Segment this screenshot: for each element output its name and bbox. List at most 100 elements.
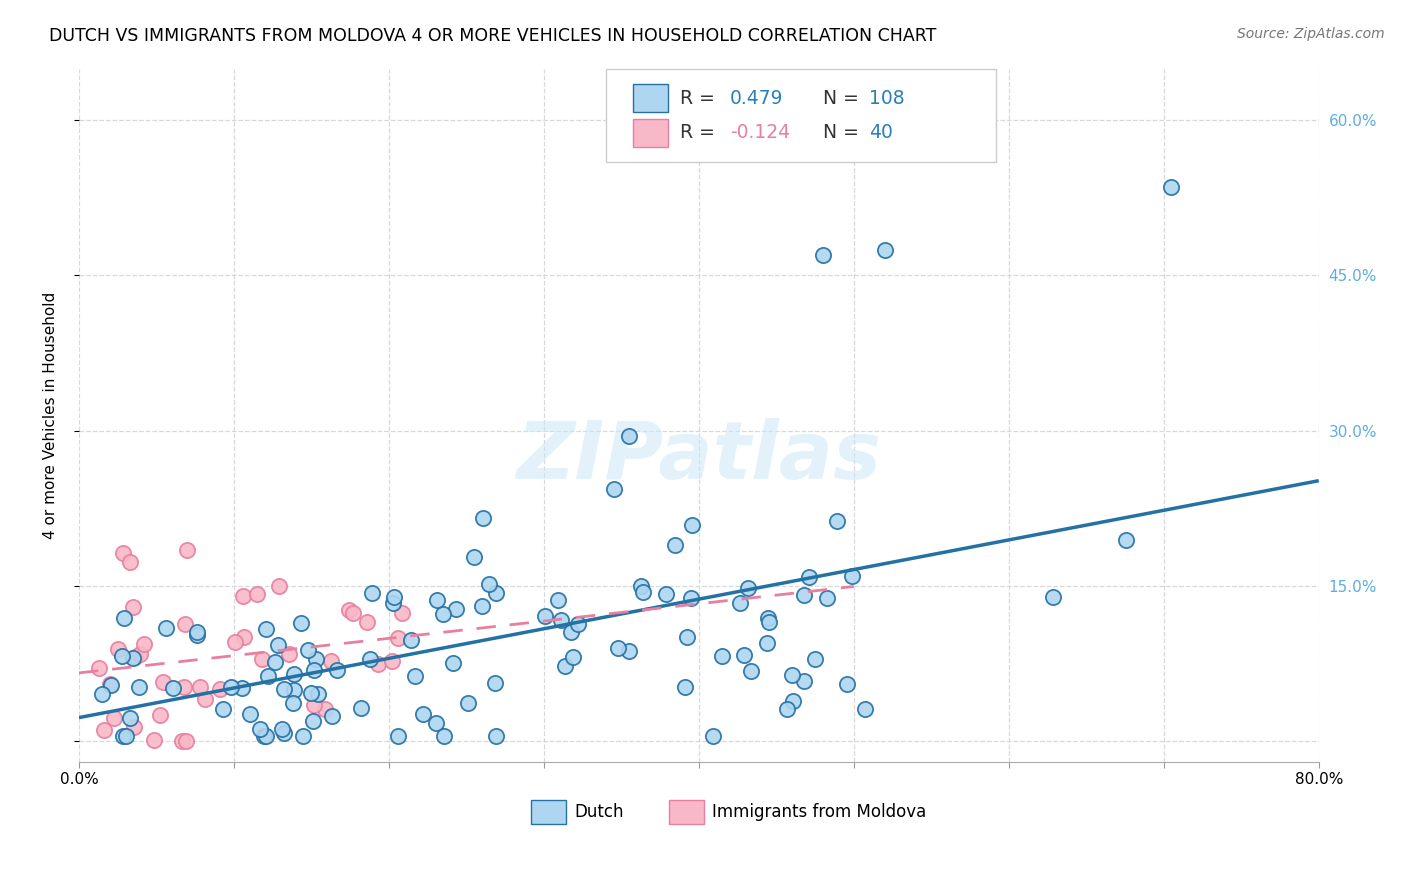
Point [253, 729, 276, 743]
Point [186, 624, 208, 639]
Point [87, 661, 110, 675]
Point [815, 591, 838, 606]
Point [710, 648, 733, 663]
Point [250, 652, 273, 666]
Point [554, 658, 576, 673]
Text: N =: N = [823, 89, 865, 108]
Point [534, 608, 557, 623]
Point [266, 638, 288, 652]
Point [211, 701, 233, 715]
Point [233, 630, 256, 644]
Point [302, 714, 325, 728]
Point [756, 610, 779, 624]
Point [148, 708, 170, 723]
Point [782, 668, 804, 682]
Point [264, 656, 287, 670]
Point [120, 711, 142, 725]
Point [269, 579, 291, 593]
Point [254, 622, 277, 636]
Point [399, 632, 422, 647]
Point [124, 650, 146, 665]
FancyBboxPatch shape [531, 800, 567, 824]
Point [120, 555, 142, 569]
Point [391, 606, 413, 620]
Point [271, 722, 294, 736]
Point [381, 654, 404, 668]
Text: 108: 108 [869, 89, 904, 108]
Point [350, 701, 373, 715]
Point [457, 696, 479, 710]
Point [172, 734, 194, 748]
Point [1160, 180, 1182, 194]
Point [617, 644, 640, 658]
Text: ZIPatlas: ZIPatlas [516, 417, 882, 496]
Point [186, 628, 208, 642]
Point [664, 538, 686, 552]
Point [174, 616, 197, 631]
Point [478, 576, 501, 591]
Point [302, 663, 325, 677]
Point [387, 729, 409, 743]
Point [681, 518, 703, 533]
Text: Source: ZipAtlas.com: Source: ZipAtlas.com [1237, 27, 1385, 41]
Point [249, 722, 271, 736]
Point [382, 591, 405, 605]
Point [239, 707, 262, 722]
Point [793, 674, 815, 689]
Point [758, 615, 780, 629]
Point [484, 676, 506, 690]
Y-axis label: 4 or more Vehicles in Household: 4 or more Vehicles in Household [44, 292, 58, 539]
Point [425, 715, 447, 730]
Point [283, 667, 305, 681]
Point [412, 706, 434, 721]
Point [444, 602, 467, 616]
Text: N =: N = [823, 123, 865, 143]
Point [655, 587, 678, 601]
Text: R =: R = [681, 89, 721, 108]
Point [775, 701, 797, 715]
Point [174, 734, 197, 748]
Point [359, 652, 381, 666]
Point [617, 429, 640, 443]
Point [107, 642, 129, 657]
Point [873, 243, 896, 257]
Point [799, 570, 821, 584]
Point [550, 613, 572, 627]
Text: 40: 40 [869, 123, 893, 143]
Point [471, 599, 494, 613]
Point [811, 248, 834, 262]
Point [114, 729, 136, 743]
Point [208, 682, 231, 697]
Point [245, 587, 267, 601]
Point [337, 603, 360, 617]
Point [314, 702, 336, 716]
Point [254, 729, 277, 743]
Point [162, 681, 184, 695]
Point [730, 596, 752, 610]
Point [463, 549, 485, 564]
Point [356, 615, 378, 630]
Point [281, 696, 304, 710]
Point [297, 642, 319, 657]
Point [673, 681, 696, 695]
FancyBboxPatch shape [633, 120, 668, 147]
Point [291, 729, 314, 743]
Point [321, 709, 343, 723]
Point [484, 585, 506, 599]
Point [194, 691, 217, 706]
Point [93, 723, 115, 737]
Point [100, 678, 122, 692]
Point [132, 637, 155, 651]
Point [603, 482, 626, 496]
Point [803, 652, 825, 666]
FancyBboxPatch shape [606, 69, 997, 162]
Point [111, 648, 134, 663]
Point [360, 586, 382, 600]
Point [304, 698, 326, 712]
Point [793, 588, 815, 602]
Point [112, 729, 135, 743]
Text: Immigrants from Moldova: Immigrants from Moldova [713, 803, 927, 821]
Point [1042, 591, 1064, 605]
Point [853, 702, 876, 716]
Point [562, 650, 585, 665]
